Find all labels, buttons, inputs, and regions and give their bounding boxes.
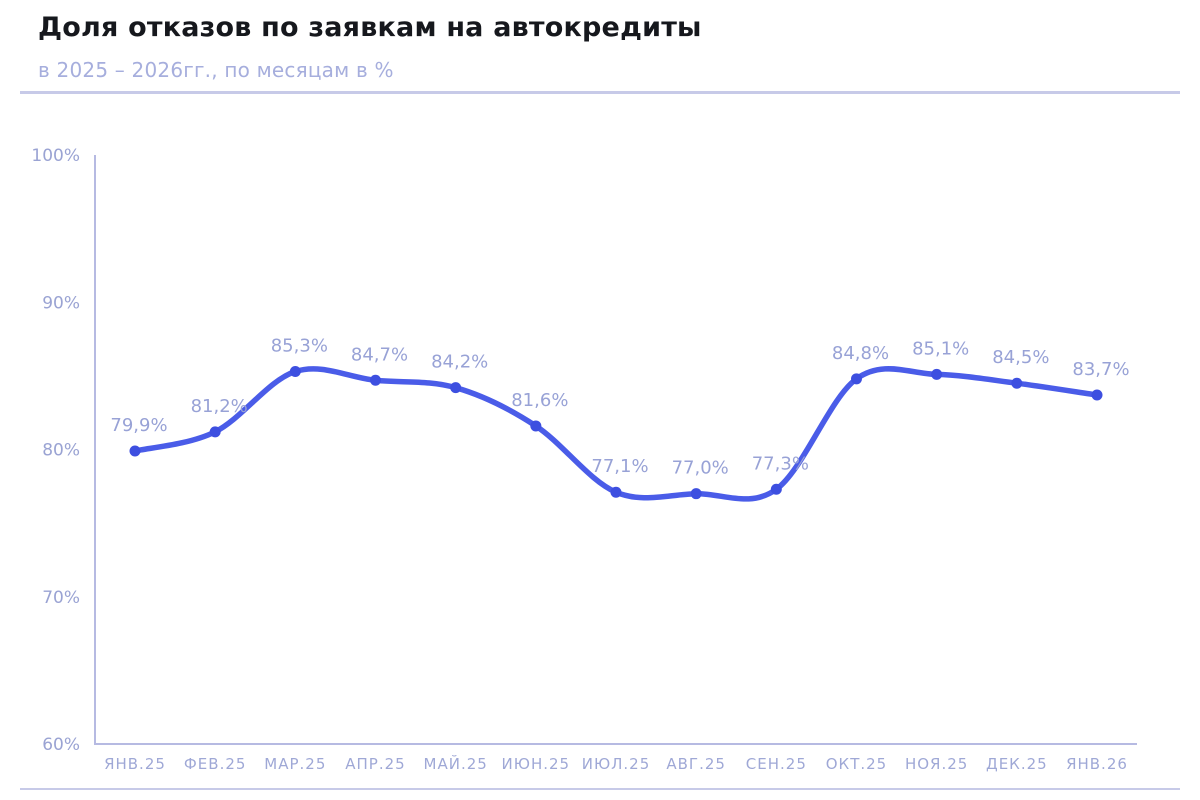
chart-subtitle: в 2025 – 2026гг., по месяцам в % — [38, 58, 394, 82]
data-point — [690, 488, 702, 500]
data-point — [610, 486, 622, 498]
data-point-label: 85,3% — [271, 335, 328, 356]
data-point — [370, 374, 381, 386]
y-axis-tick-label: 100% — [31, 146, 80, 166]
data-point-label: 84,5% — [992, 347, 1049, 368]
chart-title: Доля отказов по заявкам на автокредиты — [38, 12, 702, 43]
data-point-label: 77,3% — [752, 453, 809, 474]
data-point-label: 83,7% — [1072, 359, 1129, 380]
x-axis-label: НОЯ.25 — [905, 755, 968, 773]
x-axis-label: ЯНВ.25 — [104, 755, 166, 773]
data-point — [289, 365, 301, 377]
data-point-label: 84,7% — [351, 344, 408, 365]
y-axis-tick-label: 60% — [42, 735, 80, 755]
y-axis-tick-label: 90% — [42, 293, 80, 313]
x-axis-label: ДЕК.25 — [986, 755, 1048, 773]
data-point-label: 84,2% — [431, 352, 488, 373]
data-point — [931, 368, 943, 380]
data-point — [851, 373, 862, 385]
x-axis-label: СЕН.25 — [746, 755, 807, 773]
data-point — [1011, 377, 1023, 389]
data-point-label: 77,1% — [591, 456, 648, 477]
data-point — [450, 382, 462, 394]
x-axis-label: АВГ.25 — [666, 755, 726, 773]
data-point-label: 77,0% — [672, 458, 729, 479]
data-point — [1091, 389, 1103, 401]
x-axis-label: ИЮН.25 — [502, 755, 571, 773]
data-point — [770, 483, 782, 495]
x-axis-label: ИЮЛ.25 — [582, 755, 651, 773]
x-axis-label: МАР.25 — [264, 755, 326, 773]
x-axis-label: ЯНВ.26 — [1066, 755, 1128, 773]
data-point-label: 85,1% — [912, 338, 969, 359]
top-divider — [20, 91, 1180, 94]
data-point-label: 79,9% — [110, 415, 167, 436]
data-point-label: 81,6% — [511, 390, 568, 411]
data-point-label: 84,8% — [832, 343, 889, 364]
data-point — [209, 426, 221, 438]
y-axis-tick-label: 80% — [42, 441, 80, 461]
x-axis-label: ОКТ.25 — [826, 755, 887, 773]
x-axis-label: АПР.25 — [345, 755, 405, 773]
data-point-label: 81,2% — [191, 396, 248, 417]
x-axis-label: ФЕВ.25 — [184, 755, 247, 773]
y-axis-tick-label: 70% — [42, 588, 80, 608]
data-point — [129, 445, 141, 457]
x-axis-label: МАЙ.25 — [424, 754, 488, 773]
data-point — [530, 420, 542, 432]
bottom-divider — [20, 788, 1180, 790]
trend-line — [132, 366, 1100, 502]
